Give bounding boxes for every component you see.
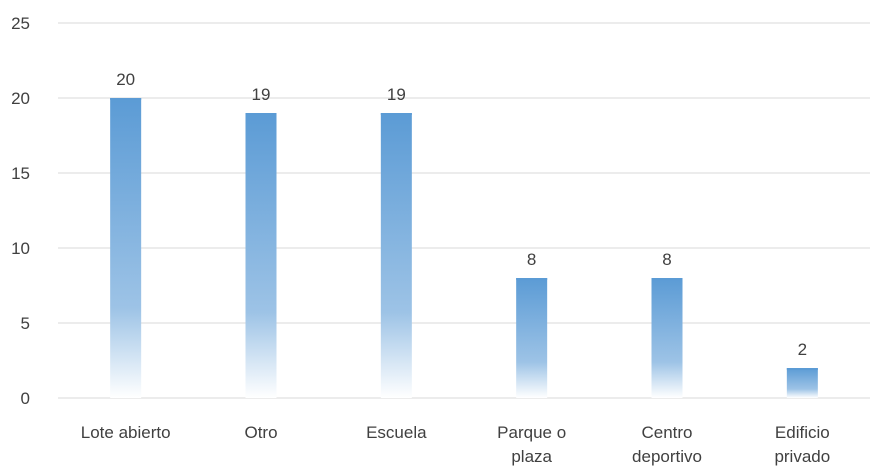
data-label: 8 — [527, 250, 536, 269]
x-category-label: Centro deportivo — [632, 423, 702, 466]
data-label: 2 — [798, 340, 807, 359]
gridlines — [58, 22, 870, 399]
bar — [516, 278, 548, 398]
y-tick-label: 10 — [11, 239, 30, 258]
x-category-label: Lote abierto — [81, 423, 171, 442]
bar — [651, 278, 683, 398]
bar — [786, 368, 818, 398]
y-tick-label: 20 — [11, 89, 30, 108]
y-axis-tick-labels: 0 5 10 15 20 25 — [11, 14, 30, 408]
y-tick-label: 0 — [21, 389, 30, 408]
x-category-label: Otro — [244, 423, 277, 442]
data-label: 8 — [662, 250, 671, 269]
bar — [110, 98, 142, 398]
x-axis-category-labels: Lote abierto Otro Escuela Parque o plaza Cent… — [81, 423, 830, 466]
y-tick-label: 5 — [21, 314, 30, 333]
data-labels: 20 19 19 8 8 2 — [116, 70, 807, 359]
x-category-label: Parque o plaza — [497, 423, 566, 466]
data-label: 19 — [387, 85, 406, 104]
x-category-label: Edificio privado — [774, 423, 830, 466]
bar — [380, 113, 412, 398]
y-tick-label: 25 — [11, 14, 30, 33]
x-category-label: Escuela — [366, 423, 427, 442]
data-label: 20 — [116, 70, 135, 89]
data-label: 19 — [252, 85, 271, 104]
bar — [245, 113, 277, 398]
bars — [110, 98, 818, 398]
y-tick-label: 15 — [11, 164, 30, 183]
